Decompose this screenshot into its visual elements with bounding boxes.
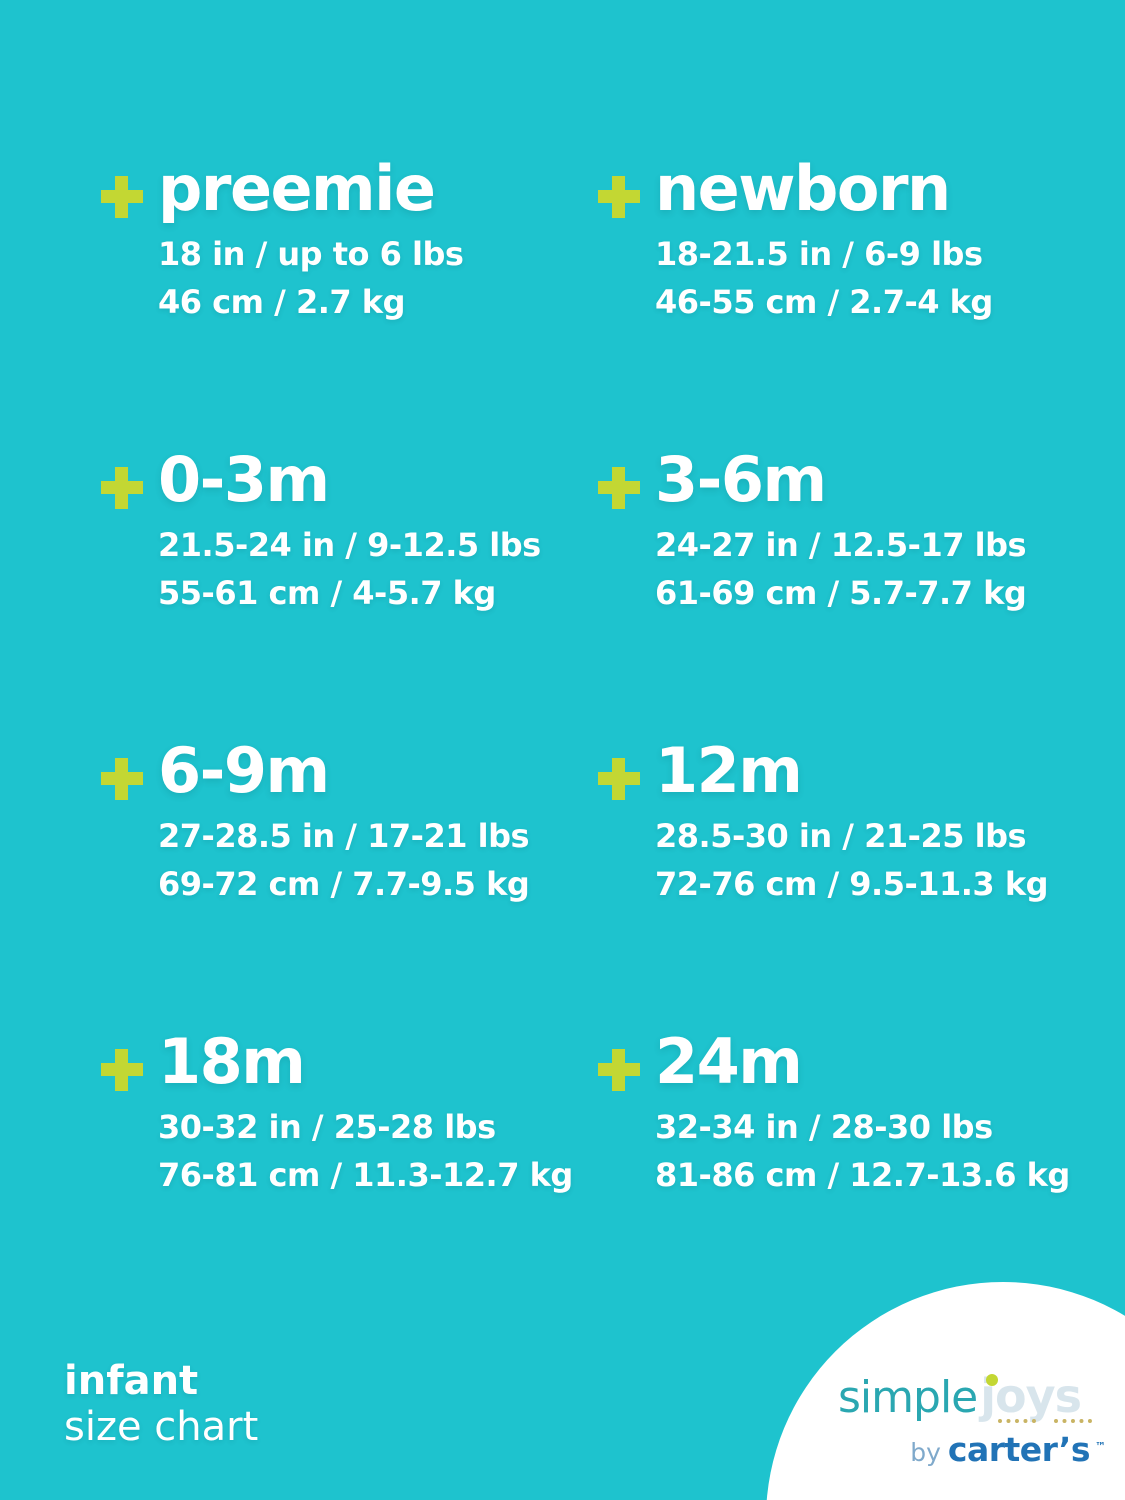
size-details: 30-32 in / 25-28 lbs 76-81 cm / 11.3-12.… [158, 1103, 598, 1199]
size-text: 6-9m 27-28.5 in / 17-21 lbs 69-72 cm / 7… [158, 738, 598, 908]
size-block-6-9m: 6-9m 27-28.5 in / 17-21 lbs 69-72 cm / 7… [101, 738, 598, 1029]
plus-icon [598, 1049, 640, 1091]
size-metric: 55-61 cm / 4-5.7 kg [158, 574, 496, 612]
size-details: 21.5-24 in / 9-12.5 lbs 55-61 cm / 4-5.7… [158, 521, 598, 617]
size-metric: 76-81 cm / 11.3-12.7 kg [158, 1156, 573, 1194]
size-details: 28.5-30 in / 21-25 lbs 72-76 cm / 9.5-11… [655, 812, 1095, 908]
size-label: preemie [158, 152, 436, 225]
size-metric: 46-55 cm / 2.7-4 kg [655, 283, 993, 321]
size-label: 3-6m [655, 443, 827, 516]
plus-icon [598, 176, 640, 218]
trademark-symbol: ™ [1095, 1440, 1106, 1453]
size-label: 0-3m [158, 443, 330, 516]
logo-byline: by carter’s ™ [910, 1430, 1106, 1469]
size-block-preemie: preemie 18 in / up to 6 lbs 46 cm / 2.7 … [101, 156, 598, 447]
green-dot-icon [986, 1374, 998, 1386]
size-text: newborn 18-21.5 in / 6-9 lbs 46-55 cm / … [655, 156, 1095, 326]
size-label: 24m [655, 1025, 803, 1098]
chart-category: infant [64, 1358, 199, 1404]
size-imperial: 24-27 in / 12.5-17 lbs [655, 526, 1027, 564]
logo-word-joys: joys [980, 1369, 1082, 1423]
size-grid: preemie 18 in / up to 6 lbs 46 cm / 2.7 … [101, 156, 1095, 1320]
size-imperial: 32-34 in / 28-30 lbs [655, 1108, 993, 1146]
size-metric: 81-86 cm / 12.7-13.6 kg [655, 1156, 1070, 1194]
logo-by-text: by [910, 1438, 941, 1467]
joys-dotted-underline [998, 1419, 1036, 1423]
size-block-0-3m: 0-3m 21.5-24 in / 9-12.5 lbs 55-61 cm / … [101, 447, 598, 738]
size-text: preemie 18 in / up to 6 lbs 46 cm / 2.7 … [158, 156, 598, 326]
size-imperial: 21.5-24 in / 9-12.5 lbs [158, 526, 541, 564]
plus-icon [101, 467, 143, 509]
size-block-3-6m: 3-6m 24-27 in / 12.5-17 lbs 61-69 cm / 5… [598, 447, 1095, 738]
plus-icon [598, 467, 640, 509]
size-imperial: 18-21.5 in / 6-9 lbs [655, 235, 983, 273]
size-block-newborn: newborn 18-21.5 in / 6-9 lbs 46-55 cm / … [598, 156, 1095, 447]
logo-word-simple: simple [838, 1372, 978, 1423]
size-label: 18m [158, 1025, 306, 1098]
size-details: 27-28.5 in / 17-21 lbs 69-72 cm / 7.7-9.… [158, 812, 598, 908]
size-imperial: 30-32 in / 25-28 lbs [158, 1108, 496, 1146]
size-block-24m: 24m 32-34 in / 28-30 lbs 81-86 cm / 12.7… [598, 1029, 1095, 1320]
joys-dotted-underline [1054, 1419, 1092, 1423]
size-text: 12m 28.5-30 in / 21-25 lbs 72-76 cm / 9.… [655, 738, 1095, 908]
size-text: 24m 32-34 in / 28-30 lbs 81-86 cm / 12.7… [655, 1029, 1095, 1199]
size-text: 0-3m 21.5-24 in / 9-12.5 lbs 55-61 cm / … [158, 447, 598, 617]
size-imperial: 18 in / up to 6 lbs [158, 235, 464, 273]
size-metric: 46 cm / 2.7 kg [158, 283, 405, 321]
plus-icon [101, 176, 143, 218]
chart-subtitle: size chart [64, 1404, 259, 1450]
plus-icon [598, 758, 640, 800]
size-details: 18-21.5 in / 6-9 lbs 46-55 cm / 2.7-4 kg [655, 230, 1095, 326]
plus-icon [101, 758, 143, 800]
size-block-12m: 12m 28.5-30 in / 21-25 lbs 72-76 cm / 9.… [598, 738, 1095, 1029]
plus-icon [101, 1049, 143, 1091]
size-details: 32-34 in / 28-30 lbs 81-86 cm / 12.7-13.… [655, 1103, 1095, 1199]
size-label: 6-9m [158, 734, 330, 807]
size-details: 24-27 in / 12.5-17 lbs 61-69 cm / 5.7-7.… [655, 521, 1095, 617]
chart-caption: infant size chart [64, 1358, 258, 1450]
size-details: 18 in / up to 6 lbs 46 cm / 2.7 kg [158, 230, 598, 326]
size-metric: 61-69 cm / 5.7-7.7 kg [655, 574, 1027, 612]
size-text: 3-6m 24-27 in / 12.5-17 lbs 61-69 cm / 5… [655, 447, 1095, 617]
size-text: 18m 30-32 in / 25-28 lbs 76-81 cm / 11.3… [158, 1029, 598, 1199]
size-block-18m: 18m 30-32 in / 25-28 lbs 76-81 cm / 11.3… [101, 1029, 598, 1320]
size-metric: 72-76 cm / 9.5-11.3 kg [655, 865, 1049, 903]
size-label: 12m [655, 734, 803, 807]
size-metric: 69-72 cm / 7.7-9.5 kg [158, 865, 530, 903]
logo-wordmark: simplejoys [838, 1369, 1082, 1433]
logo-carters-text: carter’s [947, 1430, 1091, 1469]
size-label: newborn [655, 152, 951, 225]
size-imperial: 27-28.5 in / 17-21 lbs [158, 817, 530, 855]
size-imperial: 28.5-30 in / 21-25 lbs [655, 817, 1027, 855]
